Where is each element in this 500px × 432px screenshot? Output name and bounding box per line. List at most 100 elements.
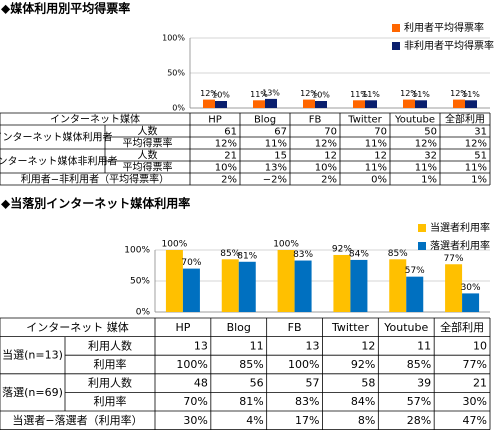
table-cell: 83% bbox=[295, 395, 319, 408]
row-label: 人数 bbox=[138, 125, 158, 138]
table-cell: 28% bbox=[407, 414, 431, 427]
table-cell: −2% bbox=[263, 175, 287, 186]
bar bbox=[389, 259, 407, 312]
value-label: 85% bbox=[388, 249, 408, 259]
value-label: 13% bbox=[262, 88, 280, 97]
table-cell: 21 bbox=[224, 151, 237, 162]
y-tick-label: 0% bbox=[136, 308, 151, 318]
legend-swatch bbox=[418, 242, 426, 250]
value-label: 11% bbox=[350, 90, 368, 99]
table-cell: 11% bbox=[465, 163, 487, 174]
table-cell: 48 bbox=[194, 377, 208, 390]
table-cell: 1% bbox=[421, 175, 437, 186]
table-cell: 0% bbox=[371, 175, 387, 186]
legend-label: 非利用者平均得票率 bbox=[404, 39, 494, 52]
table-cell: 12% bbox=[315, 139, 337, 150]
bar bbox=[406, 276, 424, 312]
table-cell: 70 bbox=[374, 127, 387, 138]
table-cell: 81% bbox=[239, 395, 263, 408]
bar bbox=[415, 100, 427, 108]
table-cell: 11 bbox=[417, 339, 431, 352]
table-cell: 4% bbox=[246, 414, 263, 427]
table-cell: 12% bbox=[215, 139, 237, 150]
bar bbox=[315, 101, 327, 108]
table-cell: 2% bbox=[321, 175, 337, 186]
table-cell: 11% bbox=[415, 163, 437, 174]
legend-label: 当選者利用率 bbox=[430, 221, 490, 234]
bar bbox=[238, 261, 256, 312]
table-cell: 15 bbox=[274, 151, 287, 162]
legend-swatch bbox=[418, 224, 426, 232]
value-label: 10% bbox=[212, 91, 230, 100]
legend-swatch bbox=[392, 24, 400, 32]
row-label: 利用人数 bbox=[88, 339, 132, 352]
y-tick-label: 0% bbox=[172, 104, 185, 113]
bar bbox=[333, 254, 351, 312]
table-header: HP bbox=[175, 321, 190, 334]
table-cell: 11% bbox=[365, 163, 387, 174]
table-cell: 12% bbox=[415, 139, 437, 150]
bar bbox=[353, 100, 365, 108]
value-label: 30% bbox=[461, 283, 481, 293]
table-cell: 10% bbox=[215, 163, 237, 174]
row-label: 利用率 bbox=[94, 394, 127, 408]
bar bbox=[215, 101, 227, 108]
y-tick-label: 50% bbox=[130, 277, 150, 287]
bar bbox=[277, 250, 295, 312]
bar bbox=[253, 100, 265, 108]
table-cell: 39 bbox=[417, 377, 431, 390]
value-label: 12% bbox=[450, 89, 468, 98]
row-group-label: 落選(n=69) bbox=[2, 386, 63, 399]
table-header: Twitter bbox=[331, 321, 369, 334]
chart-title: ◆媒体利用別平均得票率 bbox=[1, 1, 130, 16]
row-group-label: インターネット媒体利用者 bbox=[0, 132, 113, 144]
row-label: 当選者−落選者（利用率） bbox=[12, 413, 142, 427]
value-label: 77% bbox=[444, 254, 464, 264]
bar bbox=[350, 259, 368, 312]
table-cell: 10 bbox=[473, 339, 487, 352]
bar bbox=[445, 264, 463, 312]
table-cell: 67 bbox=[274, 127, 287, 138]
row-label: 平均得票率 bbox=[123, 161, 173, 174]
table-cell: 56 bbox=[250, 377, 264, 390]
table-header: インターネット 媒体 bbox=[26, 320, 129, 334]
table-cell: 10% bbox=[315, 163, 337, 174]
bar bbox=[203, 99, 215, 108]
value-label: 83% bbox=[293, 250, 313, 260]
table-cell: 92% bbox=[351, 358, 375, 371]
table-cell: 12 bbox=[324, 151, 337, 162]
bar bbox=[365, 100, 377, 108]
bar bbox=[303, 99, 315, 108]
table-cell: 13 bbox=[194, 339, 208, 352]
table-header: HP bbox=[208, 115, 222, 126]
table-cell: 12 bbox=[361, 339, 375, 352]
table-header: FB bbox=[288, 321, 302, 334]
bar bbox=[165, 250, 183, 312]
value-label: 12% bbox=[300, 89, 318, 98]
table-cell: 100% bbox=[176, 358, 207, 371]
table-cell: 51 bbox=[474, 151, 487, 162]
table-cell: 61 bbox=[224, 127, 237, 138]
value-label: 84% bbox=[349, 249, 369, 259]
table-cell: 77% bbox=[463, 358, 487, 371]
table-header: Blog bbox=[227, 321, 251, 334]
row-group-label: 当選(n=13) bbox=[2, 348, 63, 362]
table-cell: 21 bbox=[473, 377, 487, 390]
table-header: Youtube bbox=[394, 115, 435, 126]
bar bbox=[182, 268, 200, 312]
table-cell: 32 bbox=[424, 151, 437, 162]
value-label: 11% bbox=[462, 90, 480, 99]
table-cell: 70 bbox=[324, 127, 337, 138]
value-label: 85% bbox=[220, 249, 240, 259]
bar bbox=[294, 260, 312, 312]
value-label: 100% bbox=[273, 240, 299, 250]
table-cell: 17% bbox=[295, 414, 319, 427]
row-label: 平均得票率 bbox=[123, 137, 173, 150]
table-cell: 12% bbox=[465, 139, 487, 150]
legend-label: 利用者平均得票率 bbox=[404, 21, 484, 34]
table-cell: 11% bbox=[265, 139, 287, 150]
table-cell: 13% bbox=[265, 163, 287, 174]
table-cell: 50 bbox=[424, 127, 437, 138]
legend-label: 落選者利用率 bbox=[430, 239, 490, 252]
y-tick-label: 50% bbox=[167, 69, 185, 78]
